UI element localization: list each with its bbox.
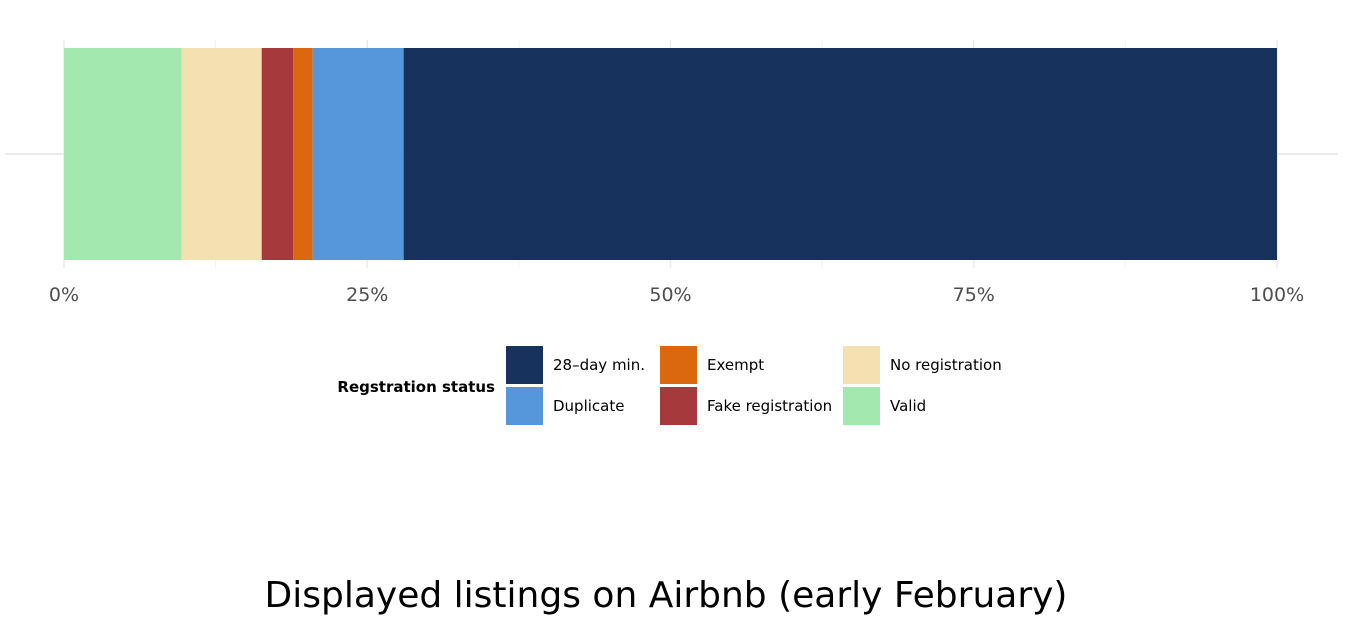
legend-key-valid — [843, 387, 880, 425]
bar-segment-28-day-min — [403, 48, 1277, 260]
legend-label-fake-registration: Fake registration — [707, 397, 832, 415]
bar-segment-no-registration — [181, 48, 262, 260]
x-tick-label: 25% — [346, 284, 388, 306]
legend-key-exempt — [660, 346, 697, 384]
legend-key-duplicate — [506, 387, 543, 425]
legend-title: Regstration status — [337, 378, 495, 396]
legend-label-duplicate: Duplicate — [553, 397, 624, 415]
legend: Regstration status 28–day min. Duplicate E… — [337, 346, 1002, 425]
x-tick-label: 50% — [649, 284, 691, 306]
x-axis: 0% 25% 50% 75% 100% — [49, 284, 1304, 306]
x-tick-label: 100% — [1250, 284, 1304, 306]
legend-label-no-registration: No registration — [890, 356, 1002, 374]
x-tick-label: 0% — [49, 284, 79, 306]
bar-segment-exempt — [293, 48, 313, 260]
bar-segment-fake-registration — [261, 48, 294, 260]
legend-label-valid: Valid — [890, 397, 926, 415]
legend-key-28-day-min — [506, 346, 543, 384]
legend-label-exempt: Exempt — [707, 356, 764, 374]
legend-key-fake-registration — [660, 387, 697, 425]
bar-segment-duplicate — [312, 48, 404, 260]
chart-title: Displayed listings on Airbnb (early Febr… — [265, 575, 1068, 616]
stacked-bar — [64, 48, 1277, 260]
bar-segment-valid — [64, 48, 182, 260]
legend-label-28-day-min: 28–day min. — [553, 356, 645, 374]
legend-key-no-registration — [843, 346, 880, 384]
x-tick-label: 75% — [953, 284, 995, 306]
